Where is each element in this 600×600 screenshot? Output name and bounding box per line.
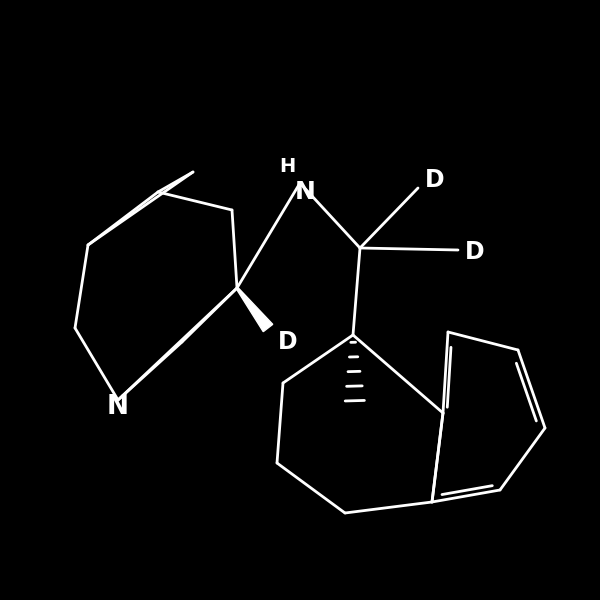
Text: N: N — [107, 394, 129, 420]
Text: N: N — [295, 180, 316, 204]
Text: H: H — [279, 157, 295, 176]
Polygon shape — [236, 287, 273, 332]
Text: D: D — [425, 168, 445, 192]
Text: D: D — [465, 240, 485, 264]
Text: D: D — [278, 330, 298, 354]
